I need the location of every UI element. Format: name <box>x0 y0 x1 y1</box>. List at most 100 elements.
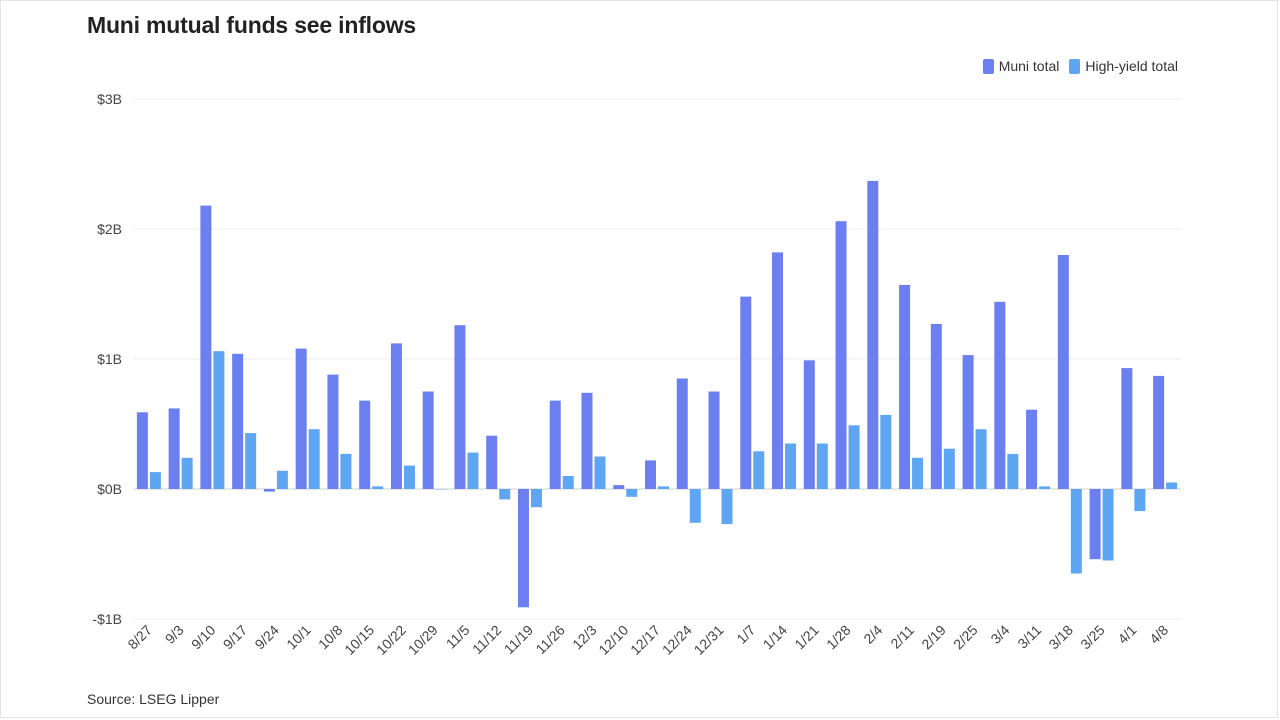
bar-muni-10-1 <box>295 348 307 489</box>
x-tick-label: 3/25 <box>1077 622 1108 653</box>
bar-high-yield-3-18 <box>1070 489 1082 574</box>
bar-high-yield-1-28 <box>848 425 860 489</box>
bar-muni-8-27 <box>136 412 148 489</box>
x-tick-label: 2/4 <box>860 622 885 647</box>
bar-muni-12-17 <box>645 460 656 489</box>
chart-title: Muni mutual funds see inflows <box>87 12 416 38</box>
gridlines <box>133 98 1181 620</box>
legend-item-high-yield[interactable]: High-yield total <box>1069 58 1178 74</box>
bar-high-yield-2-19 <box>943 448 955 489</box>
bar-high-yield-11-12 <box>499 489 511 500</box>
legend: Muni total High-yield total <box>982 58 1178 74</box>
bar-muni-4-1 <box>1121 368 1133 489</box>
x-tick-label: 10/15 <box>341 622 377 658</box>
y-tick-label: $1B <box>97 351 122 367</box>
bar-high-yield-10-8 <box>340 453 352 489</box>
x-tick-label: 1/14 <box>760 622 791 653</box>
x-tick-label: 10/22 <box>373 622 409 658</box>
x-tick-label: 11/12 <box>469 622 505 658</box>
legend-swatch-high-yield <box>1069 58 1081 74</box>
bar-muni-1-21 <box>803 360 815 489</box>
bar-high-yield-12-17 <box>658 486 669 489</box>
legend-label-muni: Muni total <box>998 58 1060 74</box>
bar-muni-10-22 <box>390 343 402 489</box>
y-tick-label: -$1B <box>92 611 122 627</box>
x-tick-label: 4/8 <box>1146 622 1171 647</box>
x-tick-label: 2/19 <box>918 622 949 653</box>
bar-muni-12-24 <box>676 378 688 489</box>
x-tick-label: 9/17 <box>220 622 251 653</box>
bar-muni-3-25 <box>1089 489 1101 560</box>
x-tick-label: 11/5 <box>443 622 473 652</box>
bar-muni-3-18 <box>1057 255 1069 489</box>
legend-label-high-yield: High-yield total <box>1085 58 1178 74</box>
bar-muni-11-12 <box>486 435 498 489</box>
bar-muni-12-10 <box>613 485 625 489</box>
bar-muni-3-11 <box>1026 409 1038 489</box>
bar-high-yield-4-1 <box>1134 489 1146 512</box>
bar-high-yield-10-22 <box>403 465 415 489</box>
y-axis-ticks: $3B $2B $1B $0B -$1B <box>92 91 122 627</box>
bar-muni-11-19 <box>517 489 529 608</box>
bar-muni-2-19 <box>930 323 942 489</box>
bar-high-yield-12-3 <box>594 456 606 489</box>
bar-high-yield-1-21 <box>816 443 828 489</box>
x-tick-label: 11/26 <box>532 622 568 658</box>
bar-muni-9-3 <box>168 408 180 489</box>
x-tick-label: 12/31 <box>691 622 727 658</box>
x-tick-label: 1/7 <box>733 622 758 647</box>
x-tick-label: 4/1 <box>1114 622 1139 647</box>
x-axis-ticks: 8/27 9/3 9/10 9/17 9/24 10/1 10/810/1510/2210/… <box>124 622 1171 658</box>
x-tick-label: 12/24 <box>659 622 695 658</box>
x-tick-label: 10/1 <box>283 622 314 653</box>
bar-muni-9-17 <box>232 353 244 489</box>
x-tick-label: 9/10 <box>188 622 219 653</box>
bar-high-yield-9-10 <box>213 351 225 489</box>
bar-high-yield-3-4 <box>1007 453 1019 489</box>
bar-high-yield-10-15 <box>372 486 384 489</box>
y-tick-label: $0B <box>97 481 122 497</box>
bar-high-yield-10-1 <box>308 429 320 489</box>
bar-high-yield-12-31 <box>721 489 733 525</box>
bar-muni-2-4 <box>867 180 879 489</box>
bar-muni-11-26 <box>549 400 561 489</box>
bar-muni-1-7 <box>740 296 752 489</box>
x-tick-label: 3/18 <box>1045 622 1076 653</box>
source-note: Source: LSEG Lipper <box>87 691 220 707</box>
bar-high-yield-12-10 <box>626 489 638 497</box>
bar-high-yield-2-11 <box>912 457 924 489</box>
bar-muni-9-10 <box>200 205 212 489</box>
legend-item-muni[interactable]: Muni total <box>982 58 1060 74</box>
bar-high-yield-4-8 <box>1166 482 1178 489</box>
bar-high-yield-2-25 <box>975 429 987 489</box>
x-tick-label: 1/28 <box>823 622 854 653</box>
y-tick-label: $3B <box>97 91 122 107</box>
x-tick-label: 3/4 <box>987 622 1012 647</box>
x-tick-label: 12/10 <box>595 622 631 658</box>
bar-high-yield-8-27 <box>149 472 161 489</box>
bar-high-yield-3-11 <box>1039 486 1051 489</box>
bar-high-yield-11-19 <box>530 489 542 508</box>
bar-muni-2-25 <box>962 355 974 489</box>
x-tick-label: 9/24 <box>251 622 282 653</box>
bar-muni-4-8 <box>1153 375 1165 489</box>
bar-muni-9-24 <box>263 489 275 492</box>
bar-high-yield-11-26 <box>562 476 574 489</box>
bar-muni-1-28 <box>835 221 847 489</box>
x-tick-label: 8/27 <box>124 622 155 653</box>
x-tick-label: 11/19 <box>501 622 537 658</box>
legend-swatch-muni <box>982 58 994 74</box>
bar-muni-12-3 <box>581 392 593 489</box>
bar-high-yield-2-4 <box>880 414 892 489</box>
bar-high-yield-3-25 <box>1102 489 1114 561</box>
x-tick-label: 3/11 <box>1014 622 1044 652</box>
x-tick-label: 10/29 <box>405 622 441 658</box>
bar-muni-10-8 <box>327 374 339 489</box>
x-tick-label: 9/3 <box>162 622 187 647</box>
x-tick-label: 1/21 <box>791 622 822 653</box>
x-tick-label: 2/11 <box>887 622 917 652</box>
x-tick-label: 12/17 <box>627 622 663 658</box>
bar-high-yield-1-14 <box>785 443 797 489</box>
bar-high-yield-9-17 <box>245 433 257 489</box>
